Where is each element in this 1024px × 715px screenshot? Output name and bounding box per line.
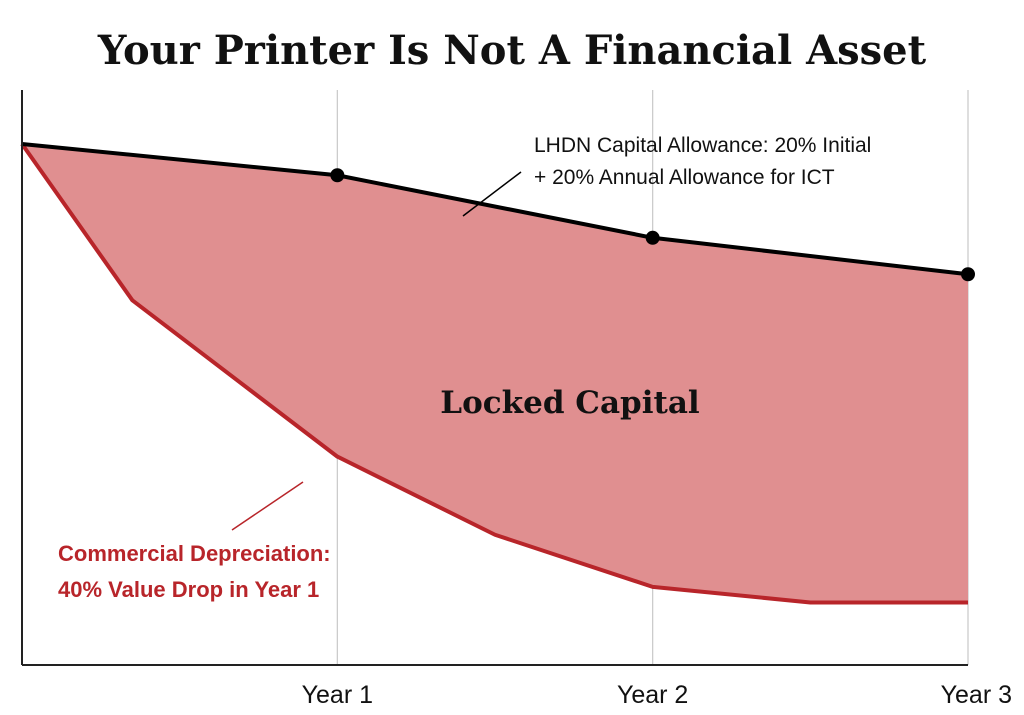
lhdn-markers <box>330 168 975 282</box>
lhdn-marker-Year 2 <box>645 230 660 245</box>
x-tick-labels: Year 1 Year 2 Year 3 <box>302 681 1012 709</box>
locked-capital-area <box>22 144 968 603</box>
x-tick-label-2: Year 2 <box>617 681 688 709</box>
lhdn-allowance-line <box>21 142 969 277</box>
lhdn-marker-Year 3 <box>961 267 975 282</box>
depreciation-annotation-line-2: 40% Value Drop in Year 1 <box>58 577 319 602</box>
x-tick-label-3: Year 3 <box>941 681 1012 709</box>
lhdn-annotation-leader <box>462 171 522 217</box>
lhdn-marker-Year 1 <box>330 168 345 183</box>
depreciation-annotation-line-1: Commercial Depreciation: <box>58 541 331 566</box>
lhdn-annotation-line-1: LHDN Capital Allowance: 20% Initial <box>534 134 871 157</box>
x-tick-label-1: Year 1 <box>302 681 373 709</box>
chart-title: Your Printer Is Not A Financial Asset <box>97 27 927 74</box>
depreciation-annotation-leader <box>231 481 304 531</box>
axes <box>21 90 968 666</box>
lhdn-annotation-line-2: + 20% Annual Allowance for ICT <box>534 166 835 189</box>
locked-capital-label: Locked Capital <box>440 385 699 421</box>
commercial-depreciation-line <box>20 142 968 605</box>
